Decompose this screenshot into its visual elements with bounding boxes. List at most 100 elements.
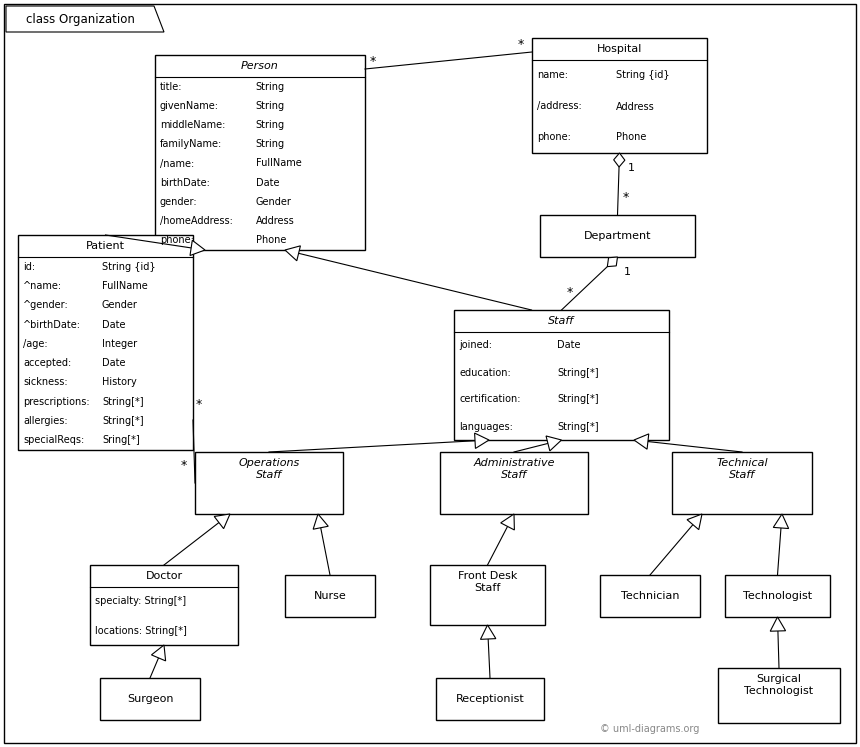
Text: locations: String[*]: locations: String[*] xyxy=(95,625,187,636)
Text: Address: Address xyxy=(616,102,654,111)
Bar xyxy=(90,565,238,645)
Text: class Organization: class Organization xyxy=(26,13,134,25)
Bar xyxy=(454,310,669,440)
Text: Address: Address xyxy=(255,216,294,226)
Text: *: * xyxy=(518,38,525,51)
Text: accepted:: accepted: xyxy=(23,358,71,368)
Text: gender:: gender: xyxy=(160,197,198,207)
Polygon shape xyxy=(501,514,514,530)
Text: sickness:: sickness: xyxy=(23,377,68,388)
Text: ^birthDate:: ^birthDate: xyxy=(23,320,81,329)
Text: Date: Date xyxy=(255,178,280,187)
Text: /homeAddress:: /homeAddress: xyxy=(160,216,233,226)
Polygon shape xyxy=(190,241,205,255)
Text: *: * xyxy=(370,55,377,68)
Text: String {id}: String {id} xyxy=(616,70,670,81)
Text: String {id}: String {id} xyxy=(102,261,156,272)
Text: Date: Date xyxy=(557,341,580,350)
Text: Technologist: Technologist xyxy=(743,591,812,601)
Text: birthDate:: birthDate: xyxy=(160,178,210,187)
Polygon shape xyxy=(6,6,164,32)
Text: Integer: Integer xyxy=(102,339,137,349)
Text: ^gender:: ^gender: xyxy=(23,300,69,310)
Text: Surgeon: Surgeon xyxy=(126,694,173,704)
Polygon shape xyxy=(687,514,702,530)
Text: String[*]: String[*] xyxy=(102,416,144,426)
Text: Date: Date xyxy=(102,320,126,329)
Text: id:: id: xyxy=(23,261,35,272)
Text: /age:: /age: xyxy=(23,339,47,349)
Text: History: History xyxy=(102,377,137,388)
Text: Nurse: Nurse xyxy=(314,591,347,601)
Bar xyxy=(672,452,812,514)
Text: *: * xyxy=(181,459,187,472)
Text: Gender: Gender xyxy=(102,300,138,310)
Text: String[*]: String[*] xyxy=(557,394,599,404)
Text: ^name:: ^name: xyxy=(23,281,62,291)
Text: Gender: Gender xyxy=(255,197,292,207)
Text: Staff: Staff xyxy=(549,316,574,326)
Text: languages:: languages: xyxy=(459,421,513,432)
Bar xyxy=(18,235,193,450)
Text: Person: Person xyxy=(241,61,279,71)
Text: middleName:: middleName: xyxy=(160,120,225,130)
Bar xyxy=(440,452,588,514)
Text: © uml-diagrams.org: © uml-diagrams.org xyxy=(600,724,699,734)
Text: Patient: Patient xyxy=(86,241,125,251)
Polygon shape xyxy=(614,153,625,167)
Polygon shape xyxy=(313,514,329,529)
Text: Phone: Phone xyxy=(255,235,286,245)
Polygon shape xyxy=(481,625,496,639)
Text: String: String xyxy=(255,81,285,92)
Text: Date: Date xyxy=(102,358,126,368)
Text: String: String xyxy=(255,139,285,149)
Text: Surgical
Technologist: Surgical Technologist xyxy=(745,675,814,695)
Text: /name:: /name: xyxy=(160,158,194,169)
Polygon shape xyxy=(607,257,617,267)
Text: phone:: phone: xyxy=(160,235,194,245)
Polygon shape xyxy=(771,617,785,631)
Text: /address:: /address: xyxy=(537,102,581,111)
Text: Doctor: Doctor xyxy=(145,571,182,581)
Text: specialty: String[*]: specialty: String[*] xyxy=(95,597,186,607)
Text: education:: education: xyxy=(459,368,511,377)
Bar xyxy=(540,215,695,257)
Text: Receptionist: Receptionist xyxy=(456,694,525,704)
Polygon shape xyxy=(285,246,300,261)
Bar xyxy=(100,678,200,720)
Text: String[*]: String[*] xyxy=(557,421,599,432)
Polygon shape xyxy=(151,645,166,661)
Text: Hospital: Hospital xyxy=(597,44,642,54)
Polygon shape xyxy=(546,436,562,451)
Text: givenName:: givenName: xyxy=(160,101,219,111)
Text: Technician: Technician xyxy=(621,591,679,601)
Text: String[*]: String[*] xyxy=(102,397,144,407)
Bar xyxy=(155,55,365,250)
Text: Administrative
Staff: Administrative Staff xyxy=(473,458,555,480)
Text: title:: title: xyxy=(160,81,182,92)
Text: allergies:: allergies: xyxy=(23,416,68,426)
Text: Technical
Staff: Technical Staff xyxy=(716,458,768,480)
Text: name:: name: xyxy=(537,70,568,81)
Polygon shape xyxy=(475,433,489,448)
Text: Department: Department xyxy=(584,231,651,241)
Bar xyxy=(195,452,343,514)
Text: String: String xyxy=(255,120,285,130)
Text: Sring[*]: Sring[*] xyxy=(102,436,139,445)
Text: prescriptions:: prescriptions: xyxy=(23,397,89,407)
Bar xyxy=(532,38,707,153)
Text: String[*]: String[*] xyxy=(557,368,599,377)
Polygon shape xyxy=(214,514,230,529)
Bar xyxy=(718,668,840,723)
Text: specialReqs:: specialReqs: xyxy=(23,436,84,445)
Polygon shape xyxy=(773,514,789,529)
Bar xyxy=(285,575,375,617)
Text: Phone: Phone xyxy=(616,132,647,143)
Text: String: String xyxy=(255,101,285,111)
Text: *: * xyxy=(623,191,629,204)
Text: FullName: FullName xyxy=(102,281,148,291)
Text: 1: 1 xyxy=(628,163,635,173)
Text: *: * xyxy=(196,398,202,411)
Text: certification:: certification: xyxy=(459,394,520,404)
Polygon shape xyxy=(634,434,648,449)
